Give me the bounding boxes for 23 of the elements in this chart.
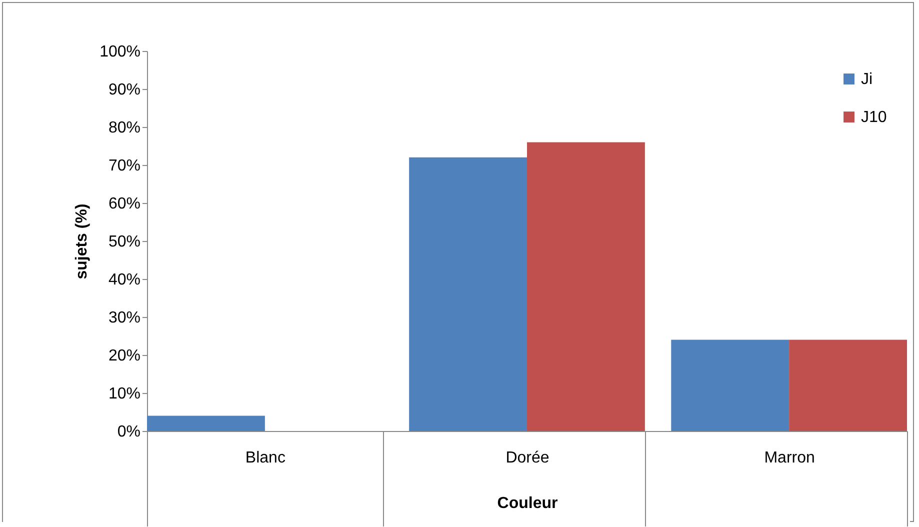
y-tick-label: 30% bbox=[108, 310, 140, 326]
bar bbox=[409, 157, 527, 431]
x-axis-title: Couleur bbox=[497, 495, 558, 512]
y-tick-label: 10% bbox=[108, 386, 140, 402]
x-tick-label: Marron bbox=[764, 450, 815, 466]
bar bbox=[789, 340, 907, 431]
y-tick-label: 20% bbox=[108, 348, 140, 364]
y-tick-label: 100% bbox=[100, 44, 140, 60]
legend-label: Ji bbox=[861, 71, 873, 88]
y-tick-label: 70% bbox=[108, 158, 140, 174]
x-tick-label: Dorée bbox=[506, 450, 550, 466]
y-tick-label: 90% bbox=[108, 82, 140, 98]
bar bbox=[147, 416, 265, 431]
y-axis-title: sujets (%) bbox=[74, 204, 91, 280]
legend-label: J10 bbox=[861, 109, 887, 126]
y-tick-label: 60% bbox=[108, 196, 140, 212]
bar bbox=[527, 142, 645, 431]
y-tick-label: 50% bbox=[108, 234, 140, 250]
x-tick-label: Blanc bbox=[245, 450, 286, 466]
bar bbox=[671, 340, 790, 431]
y-tick-label: 80% bbox=[108, 120, 140, 136]
y-tick-label: 40% bbox=[108, 272, 140, 288]
y-tick-label: 0% bbox=[117, 424, 140, 440]
